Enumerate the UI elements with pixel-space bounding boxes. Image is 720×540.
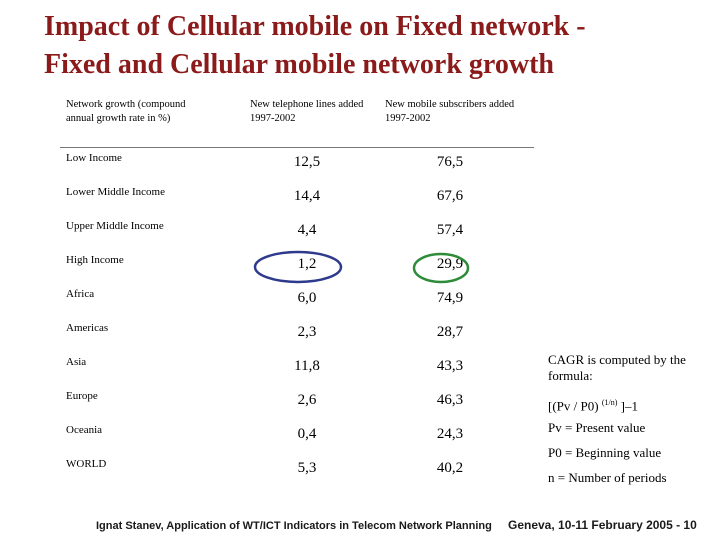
mobile-value: 29,9	[436, 256, 464, 272]
lines-value: 14,4	[293, 188, 321, 204]
formula-n-definition: n = Number of periods	[548, 470, 667, 485]
footer-location-page: Geneva, 10-11 February 2005 - 10	[508, 518, 697, 532]
mobile-value: 28,7	[436, 324, 464, 340]
header-new-telephone-lines: New telephone lines added 1997-2002	[250, 99, 364, 124]
lines-value: 2,6	[297, 392, 317, 408]
header-network-growth: Network growth (compound annual growth r…	[66, 99, 186, 124]
formula-intro: CAGR is computed by the formula:	[548, 352, 686, 383]
lines-value: 0,4	[297, 426, 317, 442]
row-label: Africa	[66, 288, 95, 300]
row-label: WORLD	[66, 458, 107, 470]
lines-value: 5,3	[297, 460, 317, 476]
mobile-value: 46,3	[436, 392, 464, 408]
row-label: Lower Middle Income	[66, 186, 165, 198]
table-row: Europe 2,6 46,3	[60, 386, 534, 420]
mobile-value: 67,6	[436, 188, 464, 204]
row-label: Americas	[66, 322, 109, 334]
mobile-value: 40,2	[436, 460, 464, 476]
row-label: Oceania	[66, 424, 103, 436]
row-label: Low Income	[66, 152, 122, 164]
formula-eq-start: [(Pv / P0)	[548, 398, 599, 414]
footer-author: Ignat Stanev, Application of WT/ICT Indi…	[96, 520, 492, 532]
mobile-value: 43,3	[436, 358, 464, 374]
table-row: WORLD 5,3 40,2	[60, 454, 534, 488]
table-row: Asia 11,8 43,3	[60, 352, 534, 386]
slide-title-line-1: Impact of Cellular mobile on Fixed netwo…	[44, 11, 586, 42]
formula-exponent: (1/n)	[601, 398, 618, 407]
row-label: Upper Middle Income	[66, 220, 164, 232]
formula-p0-definition: P0 = Beginning value	[548, 445, 662, 460]
table-row: Africa 6,0 74,9	[60, 284, 534, 318]
lines-value: 12,5	[293, 154, 321, 170]
mobile-value: 74,9	[436, 290, 464, 306]
table-header: Network growth (compound annual growth r…	[60, 92, 534, 148]
growth-table: Network growth (compound annual growth r…	[60, 92, 534, 492]
lines-value: 11,8	[294, 358, 320, 374]
table-row: Americas 2,3 28,7	[60, 318, 534, 352]
slide-title-line-2: Fixed and Cellular mobile network growth	[44, 49, 554, 80]
header-new-mobile-subscribers: New mobile subscribers added 1997-2002	[385, 99, 515, 124]
lines-value: 2,3	[297, 324, 317, 340]
row-label: Europe	[66, 390, 98, 402]
mobile-value: 57,4	[436, 222, 464, 238]
table-row: Oceania 0,4 24,3	[60, 420, 534, 454]
table-row: Lower Middle Income 14,4 67,6	[60, 182, 534, 216]
formula-eq-end: ]–1	[620, 398, 638, 414]
row-label: High Income	[66, 254, 124, 266]
lines-value: 6,0	[297, 290, 317, 306]
table-row: Upper Middle Income 4,4 57,4	[60, 216, 534, 250]
lines-value: 1,2	[297, 256, 317, 272]
formula-pv-definition: Pv = Present value	[548, 420, 646, 435]
mobile-value: 24,3	[436, 426, 464, 442]
lines-value: 4,4	[297, 222, 317, 238]
formula-equation: [(Pv / P0) (1/n) ]–1	[548, 395, 638, 414]
mobile-value: 76,5	[436, 154, 464, 170]
table-row: Low Income 12,5 76,5	[60, 148, 534, 182]
table-row: High Income 1,2 29,9	[60, 250, 534, 284]
slide-title: Impact of Cellular mobile on Fixed netwo…	[44, 8, 704, 84]
row-label: Asia	[66, 356, 87, 368]
